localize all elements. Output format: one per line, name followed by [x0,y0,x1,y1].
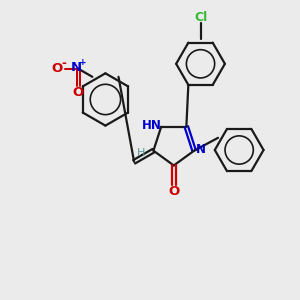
Text: -: - [61,57,66,70]
Text: HN: HN [142,119,162,132]
Text: N: N [71,61,82,74]
Text: Cl: Cl [194,11,207,24]
Text: O: O [73,86,84,99]
Text: H: H [136,148,145,158]
Text: O: O [169,185,180,198]
Text: N: N [196,143,206,156]
Text: O: O [52,62,63,75]
Text: +: + [79,58,87,67]
